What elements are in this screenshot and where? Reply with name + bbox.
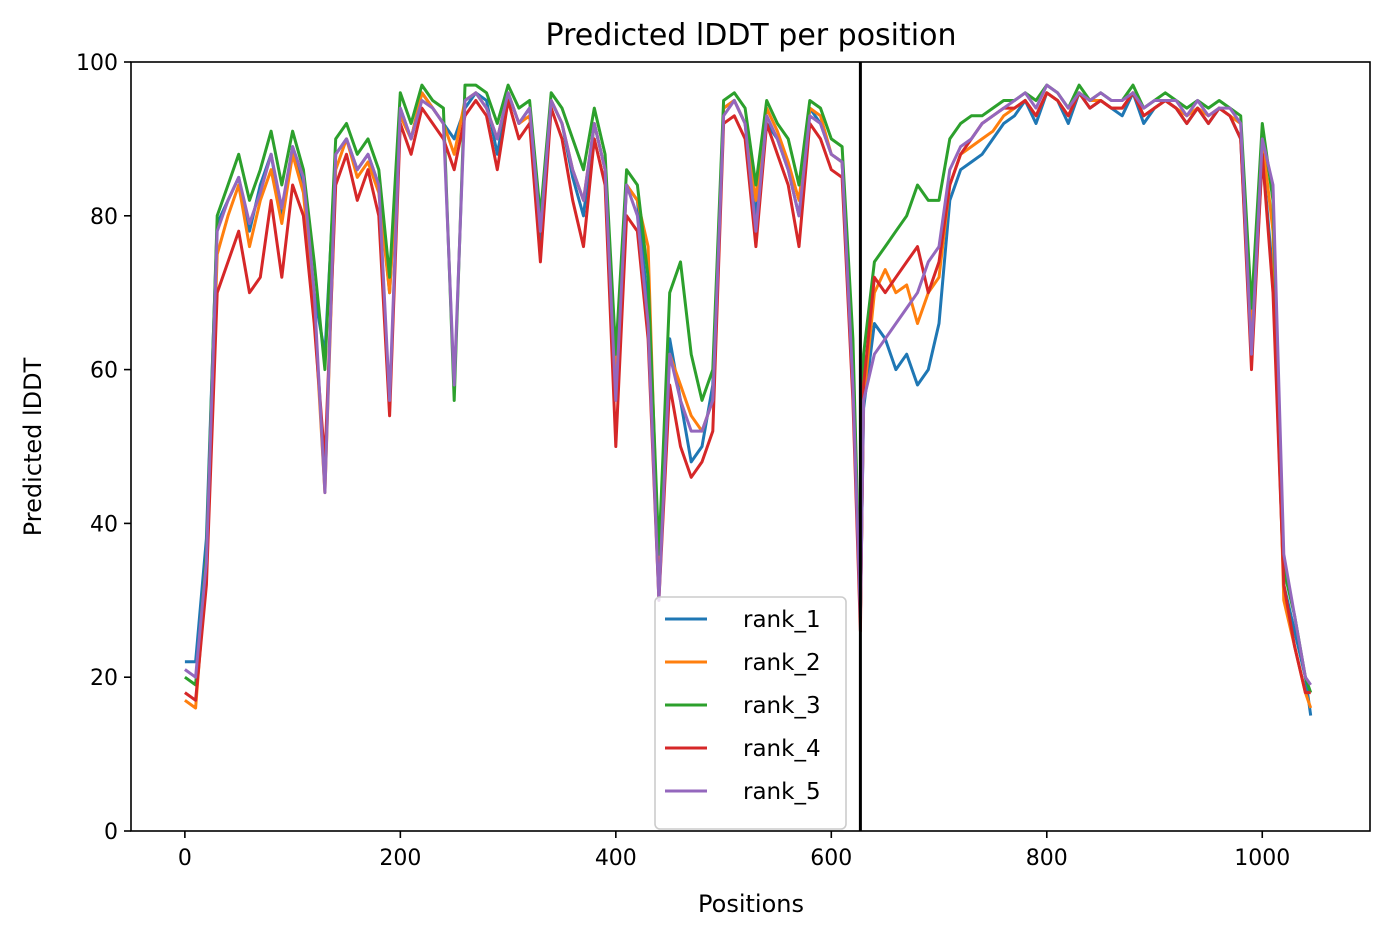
x-tick-label: 1000 xyxy=(1234,846,1290,871)
x-tick-label: 800 xyxy=(1026,846,1068,871)
x-tick-label: 600 xyxy=(810,846,852,871)
x-tick-label: 400 xyxy=(595,846,637,871)
y-axis-label: Predicted lDDT xyxy=(19,357,47,536)
series-line-rank-4 xyxy=(184,91,1311,702)
legend-label-rank-1: rank_1 xyxy=(743,607,821,633)
y-tick-label: 60 xyxy=(90,359,118,384)
legend-box xyxy=(654,596,847,830)
x-tick-label: 0 xyxy=(178,846,192,871)
series-lines xyxy=(184,83,1313,716)
chart-title: Predicted lDDT per position xyxy=(546,18,957,53)
y-tick-label: 40 xyxy=(90,512,118,537)
legend-label-rank-2: rank_2 xyxy=(743,650,821,676)
y-tick-label: 20 xyxy=(90,666,118,691)
axes: 0 200 400 600 800 1000 0 20 40 60 80 100 xyxy=(76,51,1371,871)
axes-frame xyxy=(130,61,1371,832)
y-tick-label: 80 xyxy=(90,205,118,230)
legend: rank_1 rank_2 rank_3 rank_4 rank_5 xyxy=(654,596,847,830)
x-tick-label: 200 xyxy=(379,846,421,871)
series-line-rank-5 xyxy=(184,83,1312,686)
legend-label-rank-5: rank_5 xyxy=(743,779,821,805)
legend-label-rank-3: rank_3 xyxy=(743,693,821,719)
plot-area xyxy=(184,62,1313,831)
y-tick-label: 100 xyxy=(76,51,118,76)
x-axis-label: Positions xyxy=(698,890,804,918)
y-tick-label: 0 xyxy=(104,820,118,845)
series-line-rank-3 xyxy=(184,83,1313,694)
legend-label-rank-4: rank_4 xyxy=(743,736,821,762)
